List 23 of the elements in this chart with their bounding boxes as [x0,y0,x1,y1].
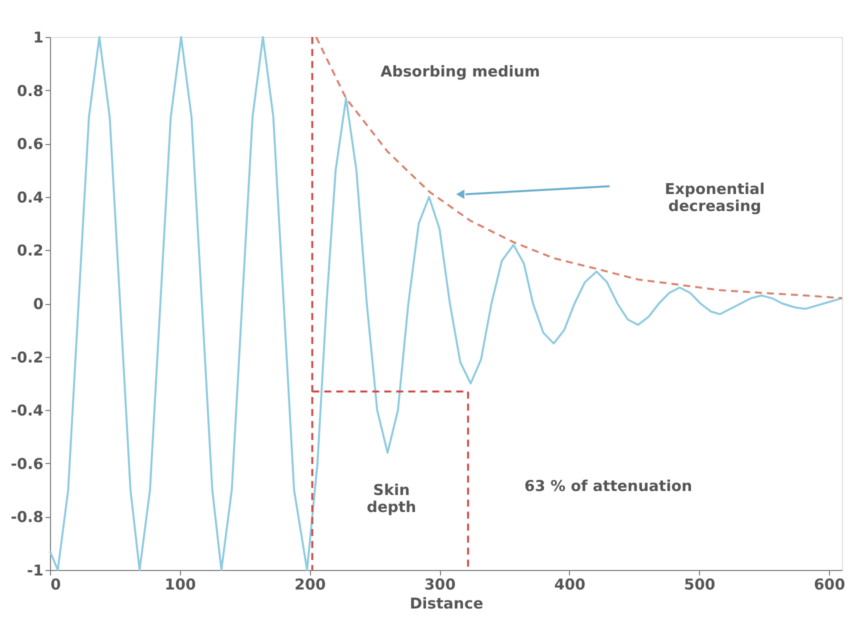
x-tick-label: 600 [814,576,846,594]
x-axis-title: Distance [410,594,484,612]
x-tick-label: 200 [294,576,326,594]
y-tick-label: -1 [26,562,44,580]
x-tick-label: 0 [50,576,61,594]
y-tick-label: 0 [33,295,44,313]
x-tick-label: 500 [684,576,716,594]
y-tick-label: -0.2 [10,348,44,366]
y-tick-label: 0.8 [16,82,44,100]
x-tick-label: 100 [164,576,196,594]
annotation: 63 % of attenuation [524,477,692,496]
x-tick-label: 300 [424,576,456,594]
annotation: Exponential decreasing [664,180,765,215]
y-tick-label: -0.4 [10,402,44,420]
y-tick-label: 0.4 [16,188,44,206]
y-tick-label: 0.6 [16,135,44,154]
x-tick-label: 400 [554,576,586,594]
y-tick-label: 0.2 [16,242,44,260]
y-tick-label: -0.6 [10,454,44,473]
annotation: Skin depth [366,481,416,516]
y-tick-label: -0.8 [10,508,44,526]
annotation: Absorbing medium [380,62,540,81]
y-tick-label: 1 [33,28,44,46]
